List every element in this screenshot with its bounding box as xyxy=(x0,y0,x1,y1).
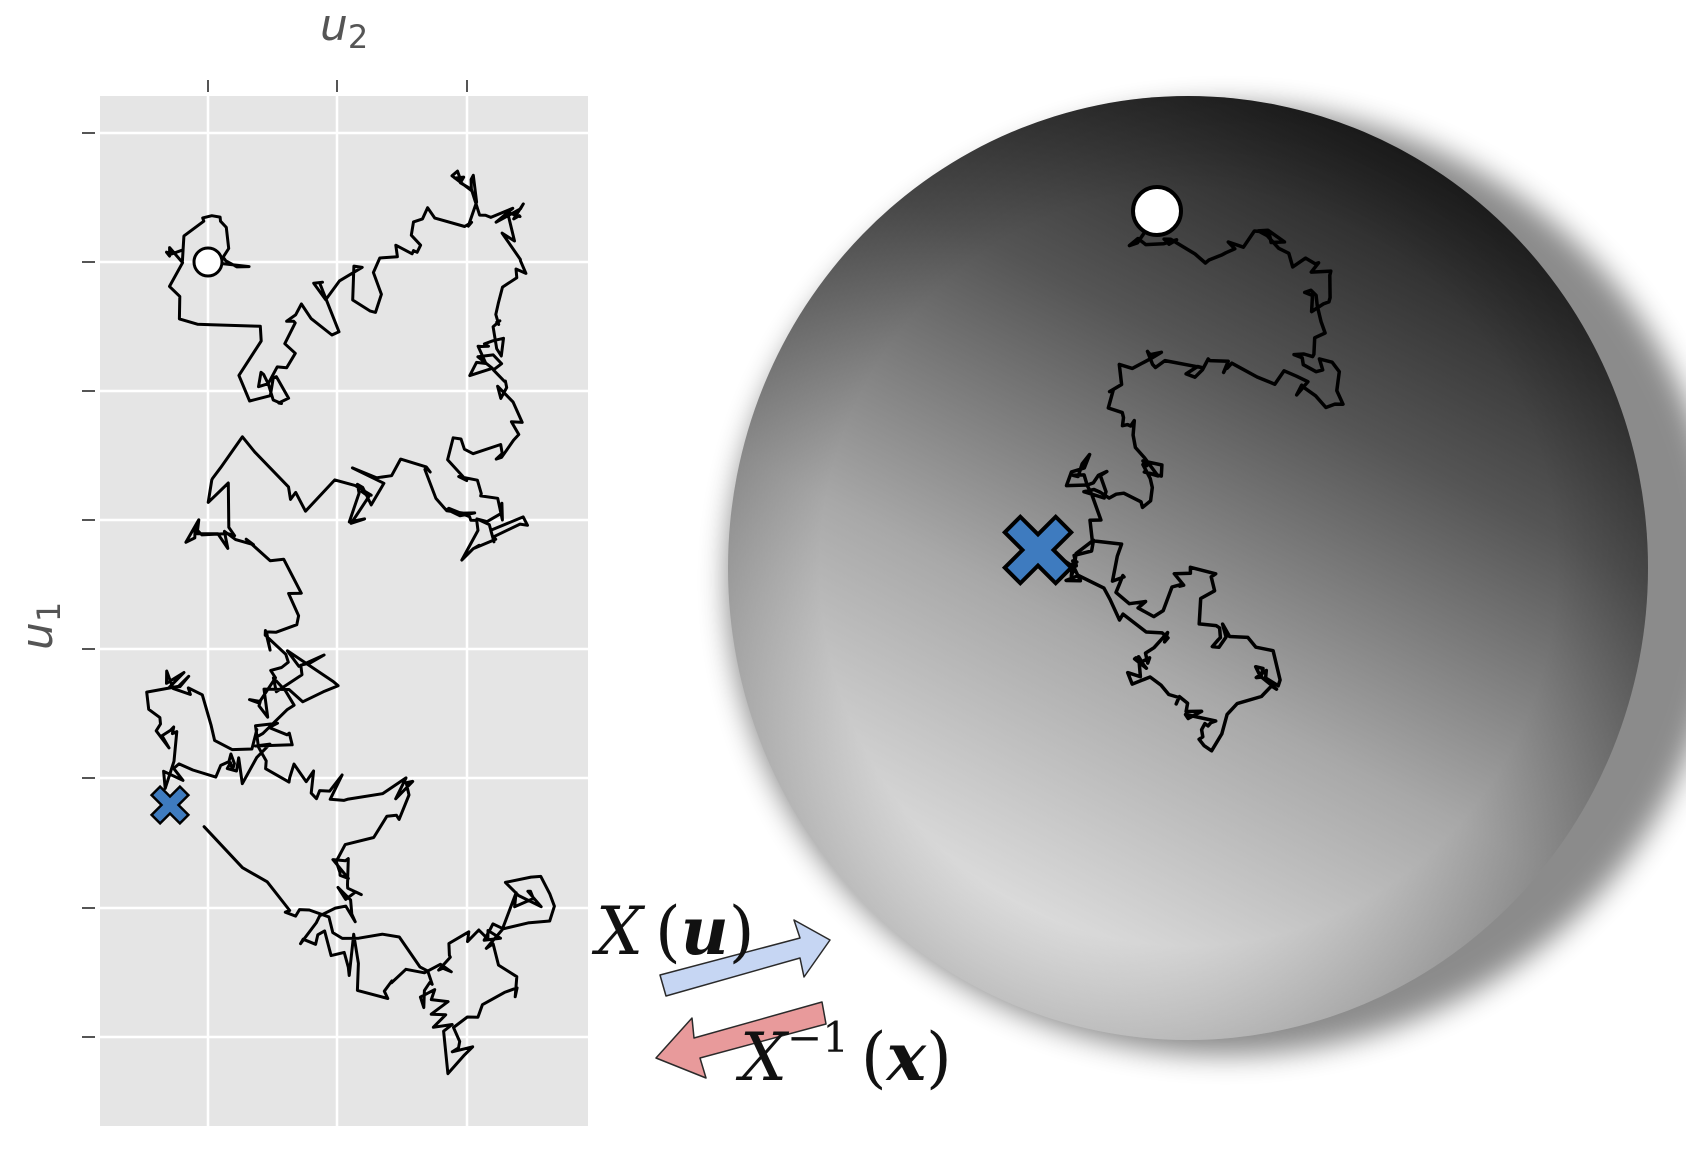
tick-marks xyxy=(82,80,468,1038)
mapped-start-marker xyxy=(1131,185,1183,237)
end-marker xyxy=(149,784,191,826)
y-axis-label: u1 xyxy=(12,602,68,650)
inverse-map-label: X−1 (x) xyxy=(735,1013,952,1096)
random-walk-path xyxy=(145,169,556,1076)
inverse-map-arrow xyxy=(655,1001,827,1079)
x-axis-label: u2 xyxy=(320,0,368,56)
forward-map-label: X (u) xyxy=(591,892,755,970)
mapped-walk-path xyxy=(1054,209,1345,753)
sphere-panel xyxy=(727,96,1686,1055)
start-marker xyxy=(192,246,224,278)
forward-map-arrow xyxy=(659,919,831,997)
mapped-end-marker xyxy=(1001,513,1075,587)
sphere-rim-shade xyxy=(728,96,1648,1040)
left-plot-panel: u2 u1 xyxy=(12,0,588,1126)
